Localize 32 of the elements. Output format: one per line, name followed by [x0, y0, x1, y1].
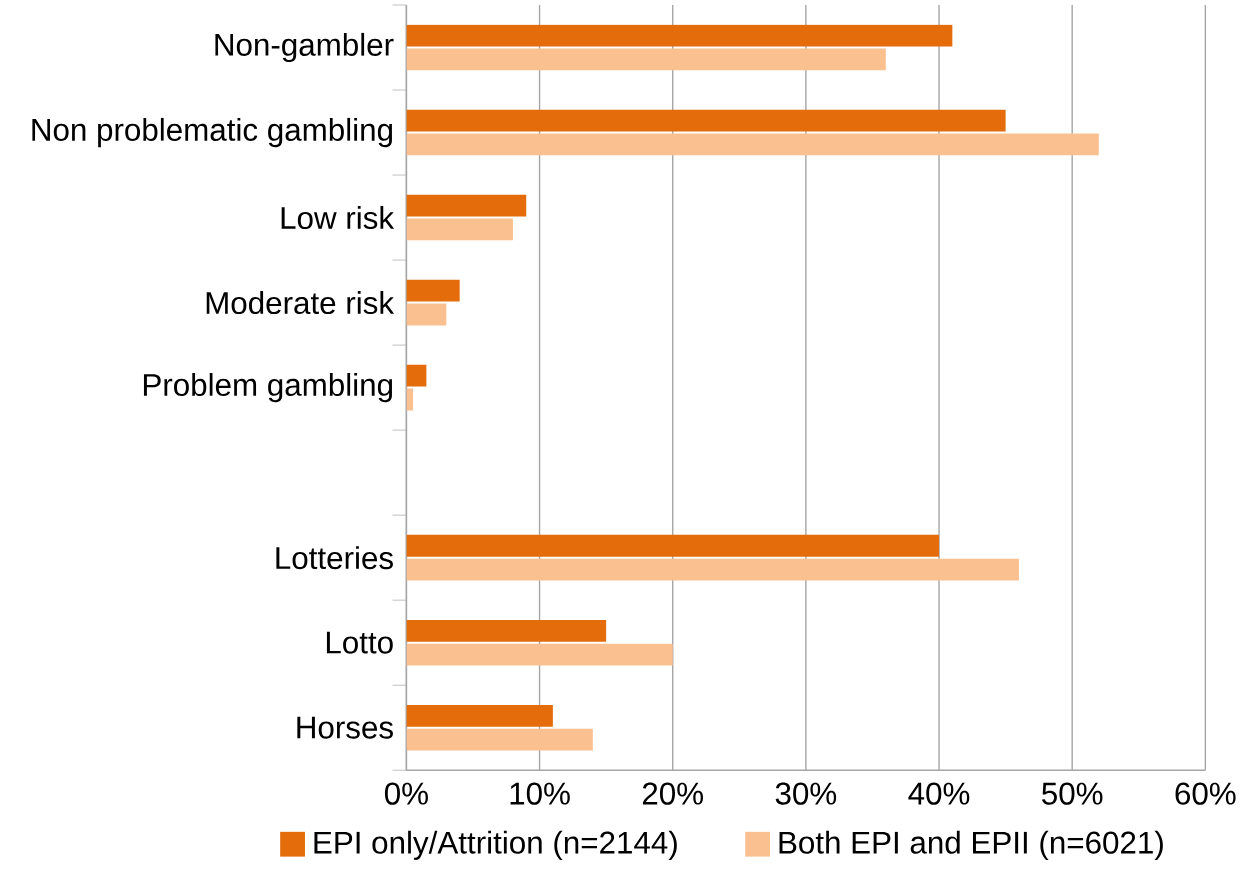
bar [406, 619, 607, 642]
x-tick-label: 30% [775, 782, 837, 805]
bar [406, 133, 1099, 156]
bar [406, 364, 427, 387]
bar [406, 279, 460, 302]
bar [406, 643, 673, 666]
x-tick-label: 60% [1175, 782, 1236, 805]
bar [406, 558, 1019, 581]
bar [406, 704, 553, 727]
x-tick-label: 20% [642, 782, 703, 805]
y-tick-label: Non-gambler [215, 32, 394, 63]
bar [406, 728, 593, 751]
x-tick-label: 0% [384, 782, 428, 805]
legend-label: EPI only/Attrition (n=2144) [314, 830, 677, 860]
bar [406, 534, 940, 557]
x-tick-label: 50% [1042, 782, 1103, 805]
x-tick-label: 10% [510, 782, 570, 805]
y-tick-label: Non problematic gambling [32, 117, 392, 148]
bar [406, 303, 447, 326]
y-tick-label: Horses [297, 716, 393, 739]
bar [406, 194, 527, 217]
y-tick-label: Moderate risk [206, 290, 395, 315]
bar [406, 24, 953, 47]
bar [406, 218, 513, 241]
x-tick-label: 40% [908, 782, 970, 805]
bar [406, 109, 1006, 132]
y-tick-label: Lotteries [276, 546, 393, 570]
y-tick-label: Lotto [326, 631, 393, 654]
y-tick-label: Problem gambling [143, 372, 392, 403]
legend-label: Both EPI and EPII (n=6021) [779, 830, 1163, 860]
bar [406, 48, 886, 71]
y-tick-label: Low risk [281, 205, 395, 229]
